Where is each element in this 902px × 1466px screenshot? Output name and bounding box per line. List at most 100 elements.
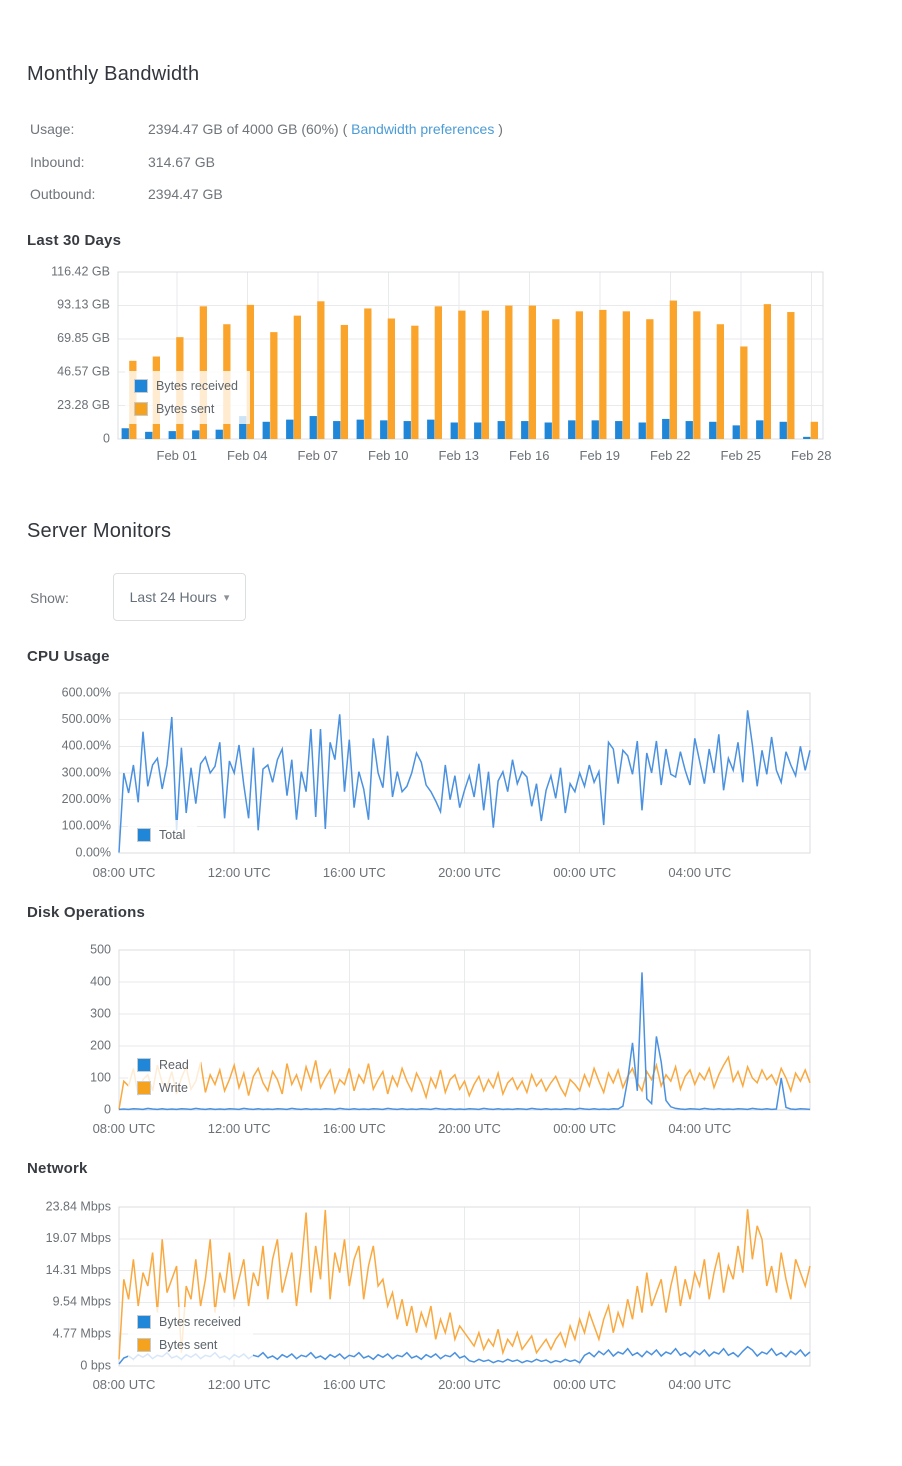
monthly-bandwidth-title: Monthly Bandwidth — [27, 63, 200, 85]
bandwidth-legend: Bytes received Bytes sent — [125, 371, 250, 424]
svg-text:0: 0 — [104, 1102, 111, 1116]
usage-value: 2394.47 GB of 4000 GB (60%) ( Bandwidth … — [148, 121, 503, 137]
legend-item: Total — [137, 828, 185, 842]
svg-text:Feb 16: Feb 16 — [509, 448, 549, 463]
bandwidth-svg: 116.42 GB 93.13 GB 69.85 GB 46.57 GB 23.28 G… — [51, 264, 831, 463]
svg-text:04:00 UTC: 04:00 UTC — [668, 1121, 731, 1136]
svg-text:500: 500 — [90, 942, 111, 956]
legend-item: Read — [137, 1058, 189, 1072]
svg-text:Feb 19: Feb 19 — [580, 448, 620, 463]
outbound-row: Outbound: 2394.47 GB — [30, 186, 730, 206]
inbound-row: Inbound: 314.67 GB — [30, 154, 730, 174]
show-label: Show: — [30, 590, 69, 606]
svg-text:04:00 UTC: 04:00 UTC — [668, 1377, 731, 1392]
usage-value-text: 2394.47 GB of 4000 GB (60%) ( — [148, 121, 352, 137]
cpu-svg: 600.00% 500.00% 400.00% 300.00% 200.00% 100.0… — [62, 685, 811, 880]
svg-text:Feb 25: Feb 25 — [721, 448, 761, 463]
svg-text:20:00 UTC: 20:00 UTC — [438, 865, 501, 880]
svg-text:16:00 UTC: 16:00 UTC — [323, 865, 386, 880]
network-legend: Bytes received Bytes sent — [128, 1307, 253, 1360]
svg-text:0 bps: 0 bps — [80, 1358, 111, 1372]
legend-swatch-icon — [137, 1315, 151, 1329]
outbound-value: 2394.47 GB — [148, 186, 223, 202]
chevron-down-icon: ▾ — [223, 591, 230, 604]
svg-text:400.00%: 400.00% — [62, 739, 111, 753]
legend-swatch-icon — [137, 1338, 151, 1352]
svg-text:300: 300 — [90, 1006, 111, 1020]
svg-text:Feb 28: Feb 28 — [791, 448, 831, 463]
last-30-days-title: Last 30 Days — [27, 232, 122, 249]
svg-text:23.28 GB: 23.28 GB — [57, 398, 110, 412]
cpu-legend: Total — [128, 820, 198, 850]
svg-text:400: 400 — [90, 974, 111, 988]
svg-text:Feb 01: Feb 01 — [157, 448, 197, 463]
cpu-usage-chart: 600.00% 500.00% 400.00% 300.00% 200.00% 100.0… — [30, 685, 880, 885]
svg-text:0: 0 — [103, 431, 110, 445]
legend-item: Bytes sent — [134, 402, 238, 416]
legend-item: Write — [137, 1081, 189, 1095]
svg-text:100: 100 — [90, 1070, 111, 1084]
svg-text:Feb 04: Feb 04 — [227, 448, 267, 463]
disk-svg: 500 400 300 200 100 0 08:00 UTC 12:00 UTC 16:00 … — [90, 942, 811, 1136]
legend-label: Bytes sent — [156, 402, 215, 416]
legend-item: Bytes sent — [137, 1338, 241, 1352]
legend-swatch-icon — [137, 1081, 151, 1095]
legend-item: Bytes received — [137, 1315, 241, 1329]
svg-text:00:00 UTC: 00:00 UTC — [553, 865, 616, 880]
legend-swatch-icon — [134, 379, 148, 393]
network-title: Network — [27, 1160, 88, 1177]
svg-text:12:00 UTC: 12:00 UTC — [208, 1121, 271, 1136]
outbound-label: Outbound: — [30, 186, 96, 202]
svg-text:08:00 UTC: 08:00 UTC — [93, 1377, 156, 1392]
svg-text:200: 200 — [90, 1038, 111, 1052]
network-svg: 23.84 Mbps 19.07 Mbps 14.31 Mbps 9.54 Mbps 4… — [46, 1199, 811, 1392]
svg-text:14.31 Mbps: 14.31 Mbps — [46, 1263, 111, 1277]
svg-text:00:00 UTC: 00:00 UTC — [553, 1121, 616, 1136]
svg-text:93.13 GB: 93.13 GB — [57, 298, 110, 312]
legend-label: Bytes received — [156, 379, 238, 393]
svg-text:Feb 13: Feb 13 — [439, 448, 479, 463]
svg-text:Feb 10: Feb 10 — [368, 448, 408, 463]
timerange-dropdown[interactable]: Last 24 Hours ▾ — [113, 573, 246, 621]
legend-label: Read — [159, 1058, 189, 1072]
svg-text:08:00 UTC: 08:00 UTC — [93, 865, 156, 880]
svg-text:46.57 GB: 46.57 GB — [57, 364, 110, 378]
svg-text:0.00%: 0.00% — [76, 845, 111, 859]
cpu-usage-title: CPU Usage — [27, 648, 110, 665]
disk-operations-chart: 500 400 300 200 100 0 08:00 UTC 12:00 UTC 16:00 … — [30, 940, 880, 1142]
legend-swatch-icon — [134, 402, 148, 416]
server-monitors-title: Server Monitors — [27, 520, 172, 542]
disk-legend: Read Write — [128, 1050, 201, 1103]
bandwidth-preferences-link[interactable]: Bandwidth preferences — [351, 121, 495, 137]
svg-text:00:00 UTC: 00:00 UTC — [553, 1377, 616, 1392]
inbound-label: Inbound: — [30, 154, 85, 170]
svg-text:600.00%: 600.00% — [62, 685, 111, 699]
svg-text:Feb 07: Feb 07 — [298, 448, 338, 463]
svg-text:Feb 22: Feb 22 — [650, 448, 690, 463]
legend-label: Total — [159, 828, 186, 842]
inbound-value: 314.67 GB — [148, 154, 215, 170]
svg-text:100.00%: 100.00% — [62, 819, 111, 833]
svg-text:69.85 GB: 69.85 GB — [57, 331, 110, 345]
usage-value-close: ) — [494, 121, 503, 137]
legend-label: Write — [159, 1081, 188, 1095]
usage-row: Usage: 2394.47 GB of 4000 GB (60%) ( Ban… — [30, 121, 730, 141]
svg-text:04:00 UTC: 04:00 UTC — [668, 865, 731, 880]
svg-text:300.00%: 300.00% — [62, 765, 111, 779]
legend-swatch-icon — [137, 828, 151, 842]
timerange-dropdown-value: Last 24 Hours — [129, 589, 217, 605]
disk-operations-title: Disk Operations — [27, 904, 146, 921]
bandwidth-bar-chart: 116.42 GB 93.13 GB 69.85 GB 46.57 GB 23.28 G… — [30, 263, 880, 473]
legend-label: Bytes sent — [159, 1338, 218, 1352]
usage-label: Usage: — [30, 121, 75, 137]
svg-text:08:00 UTC: 08:00 UTC — [93, 1121, 156, 1136]
legend-swatch-icon — [137, 1058, 151, 1072]
svg-text:20:00 UTC: 20:00 UTC — [438, 1377, 501, 1392]
svg-text:4.77 Mbps: 4.77 Mbps — [53, 1326, 111, 1340]
svg-text:12:00 UTC: 12:00 UTC — [208, 865, 271, 880]
svg-text:20:00 UTC: 20:00 UTC — [438, 1121, 501, 1136]
network-chart: 23.84 Mbps 19.07 Mbps 14.31 Mbps 9.54 Mbps 4… — [30, 1195, 880, 1400]
svg-text:116.42 GB: 116.42 GB — [51, 264, 110, 278]
svg-text:16:00 UTC: 16:00 UTC — [323, 1121, 386, 1136]
